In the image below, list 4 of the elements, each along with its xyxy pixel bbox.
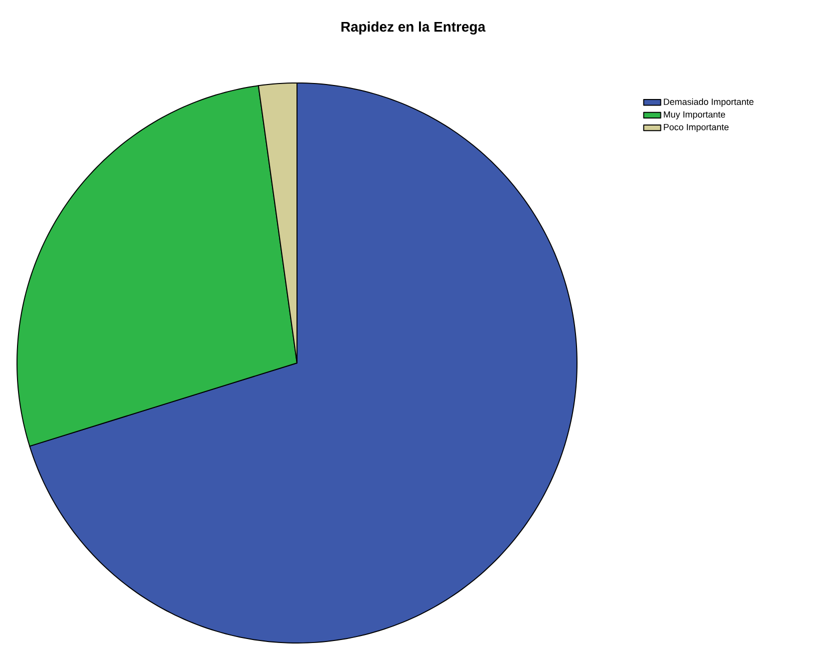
chart-title: Rapidez en la Entrega: [341, 21, 486, 35]
legend-label: Muy Importante: [664, 111, 726, 120]
legend-label: Poco Importante: [664, 124, 729, 132]
legend-label: Demasiado Importante: [664, 98, 754, 107]
